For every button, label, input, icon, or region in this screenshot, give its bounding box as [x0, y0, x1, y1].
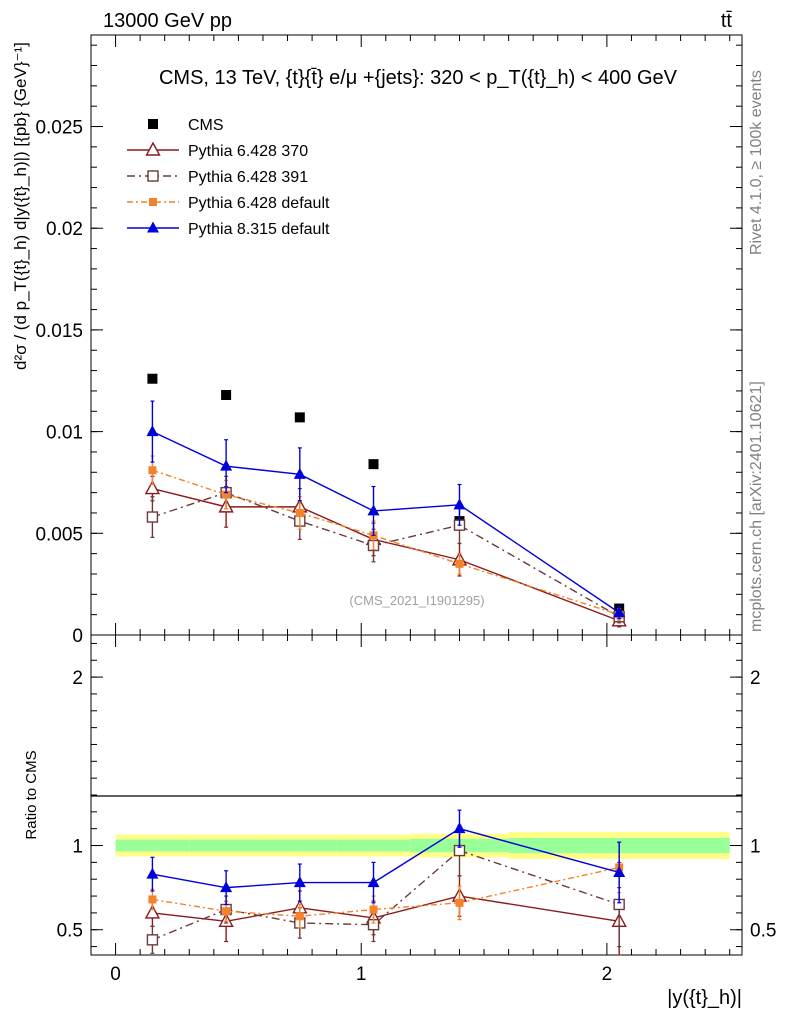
y-tick-label: 0.025 [35, 118, 83, 139]
data-point [146, 425, 159, 437]
x-tick-label: 2 [602, 964, 613, 985]
legend-item-p8def: Pythia 8.315 default [127, 221, 330, 238]
main-ticks: 0 0.005 0.01 0.015 0.02 0.025 [35, 35, 742, 647]
data-point [220, 459, 233, 471]
legend-marker [147, 170, 159, 182]
header-left-label: 13000 GeV pp [103, 10, 232, 32]
legend-label: Pythia 6.428 370 [188, 143, 308, 160]
series-line-p6def [152, 469, 620, 616]
series-line-p8def [152, 827, 620, 889]
legend: CMS Pythia 6.428 370 Pythia 6.428 391 Pythi… [127, 117, 330, 238]
rivet-version-label: Rivet 4.1.0, ≥ 100k events [748, 70, 765, 255]
data-point [368, 459, 379, 470]
ratio-ticks: 0.5 0.5 1 1 2 2 0 1 2 [57, 635, 776, 985]
y-tick-label: 0.015 [35, 321, 83, 342]
mcplots-label: mcplots.cern.ch [arXiv:2401.10621] [748, 381, 765, 632]
data-point [222, 490, 231, 499]
series-line-p391 [152, 849, 620, 941]
data-point [369, 905, 378, 914]
data-point [148, 895, 157, 904]
legend-item-p6def: Pythia 6.428 default [127, 195, 330, 212]
data-point [294, 412, 305, 423]
series-line-p6def [152, 866, 620, 917]
ratio-y-tick-label: 0.5 [57, 921, 83, 942]
ratio-band-inner [115, 839, 190, 852]
ratio-y-tick-label-right: 2 [750, 668, 761, 689]
series-p8def [146, 809, 626, 906]
data-point [293, 876, 306, 888]
series-p370 [144, 875, 627, 956]
ratio-band-inner [189, 839, 263, 852]
data-point [146, 867, 159, 879]
data-point [367, 876, 380, 888]
legend-marker [149, 198, 157, 206]
data-point [455, 898, 464, 907]
legend-item-p391: Pythia 6.428 391 [127, 169, 308, 186]
main-series [144, 373, 627, 628]
data-point [295, 508, 304, 517]
ratio-y-tick-label-right: 0.5 [750, 921, 776, 942]
series-line-p370 [152, 487, 620, 622]
main-title: CMS, 13 TeV, {t}{t̄} e/μ +{jets}: 320 < … [159, 67, 678, 89]
series-line-p8def [152, 430, 620, 614]
y-tick-label: 0.01 [46, 423, 83, 444]
data-point [222, 907, 231, 916]
data-point [144, 904, 161, 919]
ratio-band [115, 832, 730, 859]
ratio-series [144, 809, 627, 956]
y-tick-label: 0.02 [46, 219, 83, 240]
legend-label: CMS [188, 117, 224, 134]
legend-marker [148, 119, 158, 129]
main-y-axis-label: d²σ / (d p_T({t}_h) d|y({t}_h)|) [{pb} {… [11, 42, 30, 370]
data-point [453, 822, 466, 834]
data-point [147, 373, 158, 384]
series-p8def [146, 400, 626, 620]
data-point [453, 498, 466, 510]
data-point [221, 390, 232, 400]
data-point [293, 467, 306, 479]
legend-label: Pythia 6.428 default [188, 195, 330, 212]
ratio-y-tick-label-right: 1 [750, 837, 761, 858]
x-axis-label: |y({t}_h)| [667, 987, 742, 1009]
ratio-y-tick-label: 1 [72, 837, 83, 858]
main-panel: 0 0.005 0.01 0.015 0.02 0.025 CMS, 13 TeV, {t… [11, 34, 743, 647]
data-point [455, 559, 464, 568]
ratio-band-inner [336, 839, 411, 852]
series-cms [147, 373, 625, 614]
data-point [367, 504, 380, 516]
ratio-y-tick-label: 2 [72, 668, 83, 689]
data-point [146, 511, 159, 523]
y-tick-label: 0.005 [35, 524, 83, 545]
legend-item-cms: CMS [148, 117, 224, 134]
data-point [613, 865, 626, 877]
x-tick-label: 0 [110, 964, 121, 985]
y-tick-label: 0 [72, 626, 83, 647]
data-point [613, 606, 626, 618]
ratio-panel: 0.5 0.5 1 1 2 2 0 1 2 Ratio to CMS |y({t}_h)| [23, 634, 776, 1009]
x-tick-label: 1 [356, 964, 367, 985]
data-point [144, 480, 161, 495]
header-right-label: tt̄ [721, 10, 733, 32]
data-point [220, 881, 233, 893]
legend-label: Pythia 8.315 default [188, 221, 330, 238]
data-point [295, 912, 304, 921]
legend-label: Pythia 6.428 391 [188, 169, 308, 186]
legend-item-p370: Pythia 6.428 370 [127, 141, 308, 160]
ratio-y-axis-label: Ratio to CMS [23, 750, 40, 839]
main-watermark: (CMS_2021_I1901295) [349, 593, 484, 608]
data-point [146, 934, 159, 946]
legend-marker [145, 141, 161, 156]
legend-marker [147, 221, 159, 233]
data-point [148, 466, 157, 475]
ratio-band-inner [262, 839, 337, 852]
